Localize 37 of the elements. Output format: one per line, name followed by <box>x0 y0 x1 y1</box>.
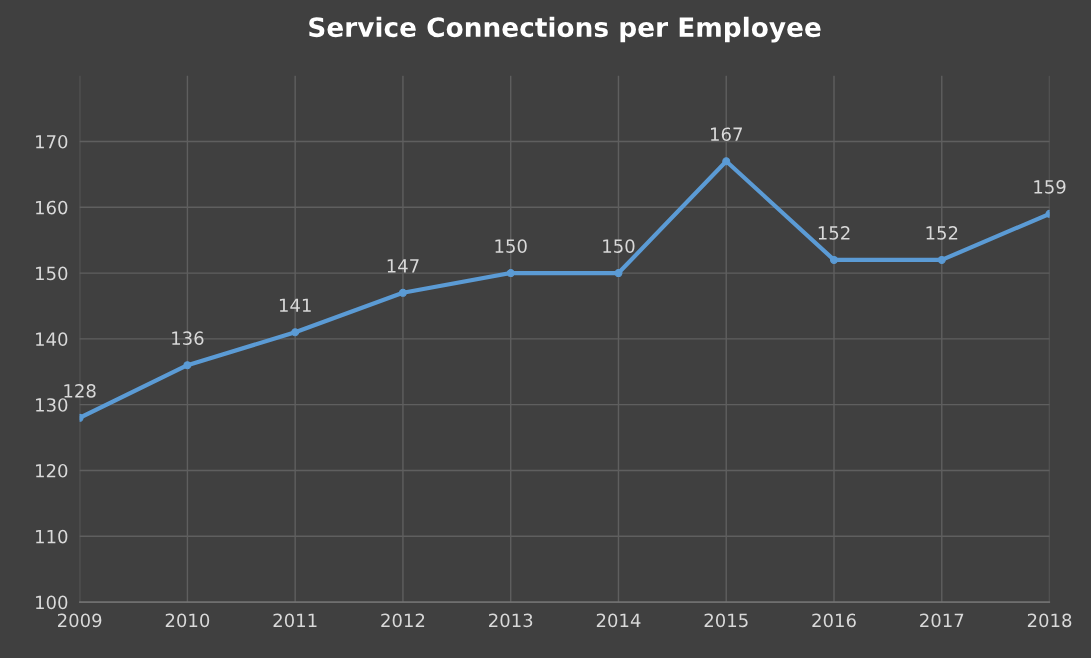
x-tick-label: 2010 <box>165 613 210 628</box>
point <box>398 288 407 297</box>
data-label: 150 <box>495 239 527 253</box>
point <box>183 361 192 370</box>
x-tick-label: 2017 <box>920 613 964 628</box>
point <box>614 269 623 278</box>
point <box>937 255 946 264</box>
y-tick-label: 140 <box>36 332 68 346</box>
y-tick-label: 130 <box>36 398 68 412</box>
y-tick-label: 120 <box>36 463 68 478</box>
y-tick-label: 150 <box>36 266 68 281</box>
y-tick-label: 110 <box>36 529 68 544</box>
data-label: 159 <box>1034 180 1066 194</box>
data-label: 136 <box>172 331 204 346</box>
y-tick-label: 160 <box>36 200 68 215</box>
data-label: 152 <box>818 226 850 240</box>
data-label: 150 <box>603 239 635 253</box>
point <box>506 269 515 278</box>
point <box>830 255 838 264</box>
data-label: 147 <box>387 259 419 273</box>
chart-title: Service Connections per Employee <box>309 16 821 43</box>
point <box>291 328 300 337</box>
data-label: 128 <box>64 384 96 398</box>
data-label: 167 <box>710 127 742 142</box>
y-tick-label: 100 <box>36 595 68 610</box>
data-label: 152 <box>926 226 958 240</box>
point <box>722 157 731 166</box>
x-tick-label: 2016 <box>812 613 856 628</box>
x-tick-label: 2015 <box>704 613 748 628</box>
x-tick-label: 2009 <box>57 613 102 628</box>
x-tick-label: 2014 <box>596 613 641 628</box>
data-label: 141 <box>279 298 311 312</box>
x-tick-label: 2011 <box>273 613 317 628</box>
x-tick-label: 2018 <box>1027 613 1072 628</box>
y-tick-label: 170 <box>36 134 68 149</box>
x-tick-label: 2013 <box>489 613 533 628</box>
x-tick-label: 2012 <box>381 613 425 628</box>
